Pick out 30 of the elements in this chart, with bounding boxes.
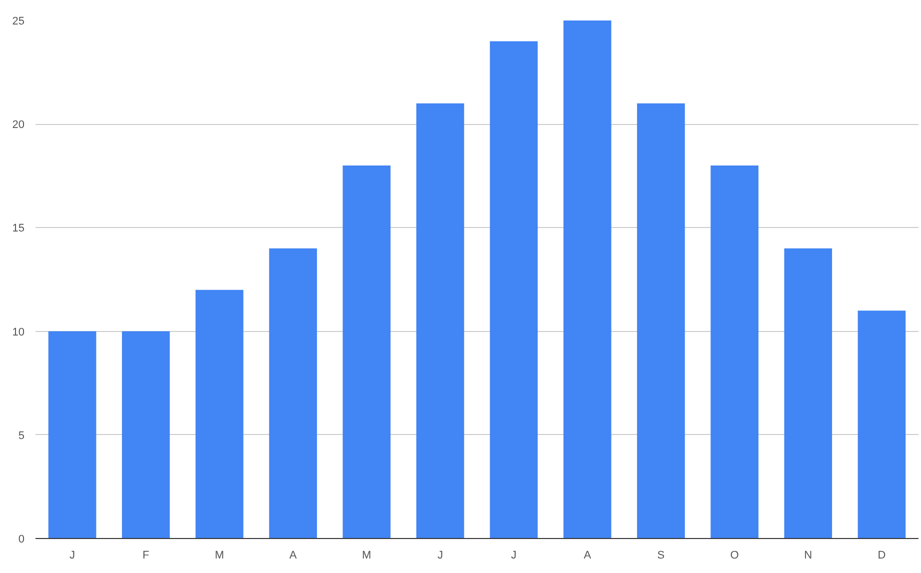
bar (48, 331, 96, 538)
x-tick-label: J (511, 550, 517, 562)
x-tick-label: N (804, 550, 812, 562)
y-tick-label: 20 (12, 119, 25, 132)
x-tick-label: O (730, 550, 740, 562)
bar (858, 310, 906, 538)
x-tick-label: M (214, 550, 224, 562)
bar (710, 166, 758, 538)
y-tick-label: 15 (12, 222, 25, 235)
x-tick-label: D (878, 550, 886, 562)
bar (637, 103, 685, 538)
y-tick-label: 5 (18, 430, 25, 442)
x-tick-label: J (437, 550, 443, 562)
bar (122, 331, 170, 538)
x-tick-label: S (657, 550, 665, 562)
x-tick-label: A (584, 550, 592, 562)
bar (342, 166, 391, 538)
bar (416, 103, 464, 538)
bar (784, 248, 832, 538)
x-tick-label: A (289, 550, 298, 562)
bar (196, 290, 244, 538)
bar (269, 248, 317, 538)
y-tick-label: 25 (12, 16, 25, 28)
bar (563, 20, 612, 538)
y-tick-label: 0 (18, 534, 25, 546)
y-tick-label: 10 (12, 326, 25, 338)
x-tick-label: F (142, 550, 150, 562)
x-tick-label: M (362, 550, 372, 562)
bar (490, 41, 538, 538)
x-tick-label: J (70, 550, 76, 562)
